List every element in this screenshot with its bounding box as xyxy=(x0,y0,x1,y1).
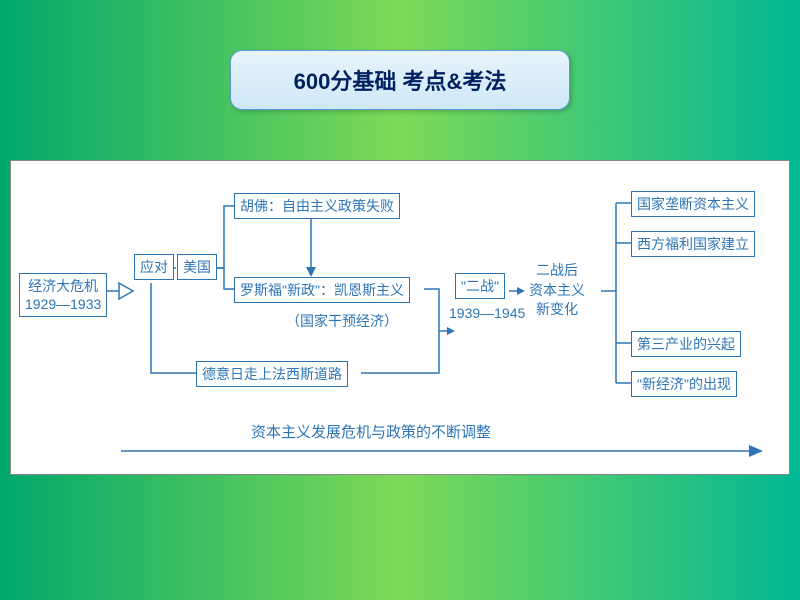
ww2-line1: "二战" xyxy=(461,277,499,295)
node-out4: "新经济"的出现 xyxy=(631,371,737,397)
node-roosevelt: 罗斯福"新政"：凯恩斯主义 xyxy=(234,277,410,303)
title-text: 600分基础 考点&考法 xyxy=(294,64,507,96)
title-box: 600分基础 考点&考法 xyxy=(230,50,570,110)
crisis-line1: 经济大危机 xyxy=(25,277,101,295)
node-postwar: 二战后 资本主义 新变化 xyxy=(529,261,585,320)
node-fascism: 德意日走上法西斯道路 xyxy=(196,361,348,387)
label-state-intervene: （国家干预经济） xyxy=(286,311,398,331)
flowchart-diagram: 经济大危机 1929—1933 应对 美国 胡佛：自由主义政策失败 罗斯福"新政… xyxy=(10,160,790,475)
node-hoover: 胡佛：自由主义政策失败 xyxy=(234,193,400,219)
node-out1: 国家垄断资本主义 xyxy=(631,191,755,217)
node-ww2: "二战" xyxy=(455,273,505,299)
crisis-line2: 1929—1933 xyxy=(25,295,101,313)
postwar-l3: 新变化 xyxy=(529,300,585,320)
postwar-l1: 二战后 xyxy=(529,261,585,281)
bottom-caption: 资本主义发展危机与政策的不断调整 xyxy=(251,421,491,442)
ww2-line2: 1939—1945 xyxy=(449,305,525,321)
node-out2: 西方福利国家建立 xyxy=(631,231,755,257)
node-out3: 第三产业的兴起 xyxy=(631,331,741,357)
node-usa: 美国 xyxy=(177,254,217,280)
node-crisis: 经济大危机 1929—1933 xyxy=(19,273,107,317)
postwar-l2: 资本主义 xyxy=(529,281,585,301)
node-response: 应对 xyxy=(134,254,174,280)
